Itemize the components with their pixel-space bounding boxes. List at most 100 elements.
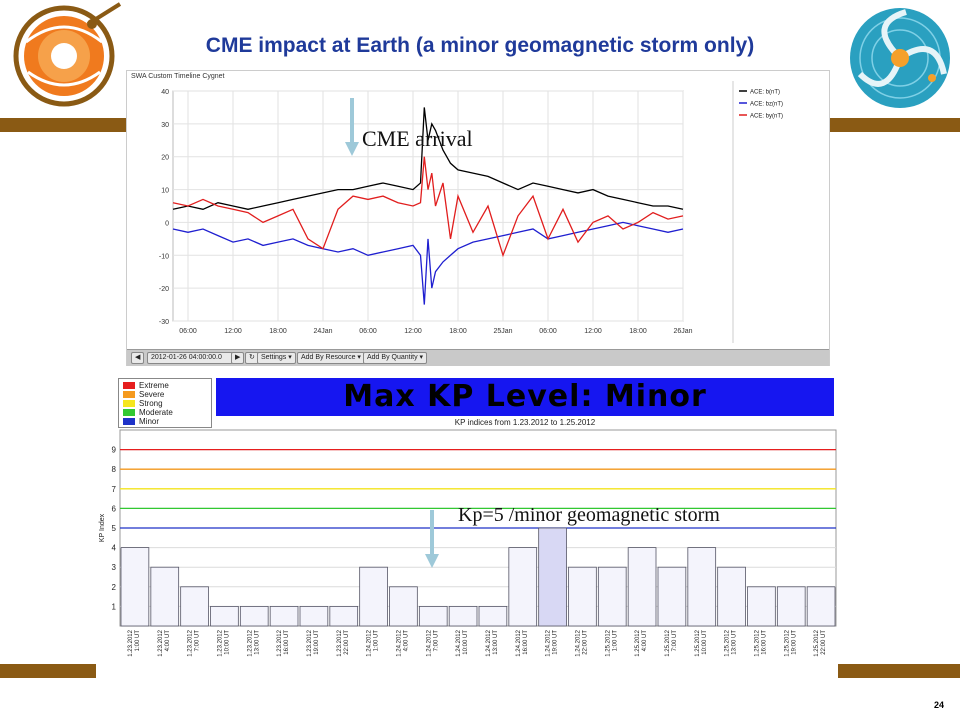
kp-x-tick-date: 1.23.2012: [128, 629, 134, 656]
x-tick-label: 18:00: [269, 328, 287, 335]
y-tick-label: 40: [161, 89, 169, 96]
legend-label: ACE: bz(nT): [750, 102, 783, 108]
kp-y-tick: 6: [112, 504, 117, 513]
kp-legend: Extreme Severe Strong Moderate Minor: [118, 378, 212, 428]
series-line-1: [172, 221, 684, 305]
kp-x-tick-time: 13:00 UT: [493, 630, 499, 655]
legend-item-moderate: Moderate: [123, 408, 173, 417]
legend-item-strong: Strong: [123, 399, 163, 408]
x-tick-label: 06:00: [359, 328, 377, 335]
kp-x-tick-date: 1.24.2012: [456, 629, 462, 656]
kp-x-tick-time: 7:00 UT: [672, 630, 678, 652]
kp-bar: [776, 586, 806, 627]
kp-x-tick-time: 4:00 UT: [642, 630, 648, 652]
kp-x-tick-date: 1.25.2012: [695, 629, 701, 656]
x-tick-label: 25Jan: [493, 328, 512, 335]
y-tick-label: 30: [161, 122, 169, 129]
add-by-resource-button[interactable]: Add By Resource ▾: [297, 352, 365, 364]
kp-x-tick-time: 19:00 UT: [553, 630, 559, 655]
kp-x-tick-date: 1.25.2012: [784, 629, 790, 656]
kp-x-tick-time: 13:00 UT: [254, 630, 260, 655]
right-decorative-band: [828, 118, 960, 132]
kp-x-tick-time: 16:00 UT: [523, 630, 529, 655]
kp-x-tick-time: 1:00 UT: [612, 630, 618, 652]
kp-x-tick-date: 1.25.2012: [754, 629, 760, 656]
kp-x-tick-date: 1.24.2012: [367, 629, 373, 656]
kp-bar: [538, 527, 567, 627]
kp-x-tick-time: 22:00 UT: [821, 630, 827, 655]
legend-label: Severe: [139, 390, 165, 399]
kp-x-tick-time: 10:00 UT: [463, 630, 469, 655]
kp-x-tick-time: 10:00 UT: [224, 630, 230, 655]
kp-y-tick: 8: [112, 465, 117, 474]
x-tick-label: 12:00: [224, 328, 242, 335]
kp-arrow-icon: [425, 510, 439, 568]
kp-x-tick-time: 1:00 UT: [374, 630, 380, 652]
kp-banner: Max KP Level: Minor: [216, 378, 834, 416]
legend-swatch: [123, 418, 135, 426]
kp-chart-title: KP indices from 1.23.2012 to 1.25.2012: [454, 418, 596, 427]
space-weather-logo-icon: [850, 8, 950, 108]
x-tick-label: 18:00: [449, 328, 467, 335]
x-tick-label: 06:00: [539, 328, 557, 335]
kp-x-tick-time: 13:00 UT: [732, 630, 738, 655]
kp-y-tick: 4: [112, 544, 117, 553]
kp-x-tick-time: 22:00 UT: [582, 630, 588, 655]
kp-x-tick-date: 1.23.2012: [217, 629, 223, 656]
kp-storm-label: Kp=5 /minor geomagnetic storm: [458, 504, 720, 526]
prev-button[interactable]: ◀: [131, 352, 145, 364]
kp-y-tick: 5: [112, 524, 117, 533]
kp-y-tick: 9: [112, 446, 117, 455]
kp-x-tick-time: 16:00 UT: [761, 630, 767, 655]
kp-x-tick-date: 1.24.2012: [396, 629, 402, 656]
kp-bar: [448, 605, 478, 627]
kp-y-tick: 7: [112, 485, 117, 494]
cme-arrow-icon: [345, 98, 359, 156]
magnetic-field-panel: SWA Custom Timeline Cygnet -30 -20 -10 0 10 2…: [126, 70, 830, 366]
kp-y-tick: 2: [112, 583, 117, 592]
series-line-2: [172, 156, 684, 258]
bottom-left-band: [0, 664, 96, 678]
legend-item-severe: Severe: [123, 390, 164, 399]
kp-x-tick-date: 1.24.2012: [486, 629, 492, 656]
plot-area: [172, 90, 684, 322]
next-button[interactable]: ▶: [231, 352, 245, 364]
kp-bar: [806, 586, 836, 627]
kp-bar: [657, 566, 687, 627]
app-title: SWA Custom Timeline Cygnet: [131, 73, 225, 80]
x-tick-label: 18:00: [629, 328, 647, 335]
kp-x-tick-date: 1.25.2012: [725, 629, 731, 656]
kp-bar: [747, 586, 776, 627]
kp-x-tick-date: 1.25.2012: [635, 629, 641, 656]
kp-x-tick-time: 7:00 UT: [195, 630, 201, 652]
kp-x-tick-date: 1.24.2012: [575, 629, 581, 656]
add-by-resource-label: Add By Resource: [301, 354, 356, 361]
kp-x-tick-time: 4:00 UT: [403, 630, 409, 652]
y-tick-label: -10: [159, 253, 169, 260]
kp-y-tick: 1: [112, 602, 117, 611]
settings-button[interactable]: Settings ▾: [257, 352, 296, 364]
kp-x-tick-time: 10:00 UT: [702, 630, 708, 655]
kp-bar: [120, 547, 150, 627]
x-tick-label: 12:00: [584, 328, 602, 335]
add-by-quantity-label: Add By Quantity: [367, 354, 418, 361]
kp-bar: [269, 605, 299, 627]
kp-x-tick-date: 1.24.2012: [426, 629, 432, 656]
kp-bar: [389, 586, 418, 627]
legend-swatch: [123, 391, 135, 399]
legend-label: ACE: b(nT): [750, 90, 780, 96]
kp-bar: [627, 547, 657, 627]
legend-label: Minor: [139, 417, 160, 426]
kp-x-tick-date: 1.24.2012: [516, 629, 522, 656]
date-field[interactable]: 2012-01-26 04:00:00.0: [147, 352, 233, 364]
kp-x-tick-date: 1.24.2012: [546, 629, 552, 656]
kp-x-tick-time: 7:00 UT: [433, 630, 439, 652]
kp-bar: [210, 605, 239, 627]
legend-label: Strong: [139, 399, 163, 408]
kp-x-tick-time: 4:00 UT: [165, 630, 171, 652]
add-by-quantity-button[interactable]: Add By Quantity ▾: [363, 352, 428, 364]
kp-bar: [687, 547, 717, 627]
kp-x-tick-date: 1.23.2012: [277, 629, 283, 656]
legend-swatch: [123, 409, 135, 417]
